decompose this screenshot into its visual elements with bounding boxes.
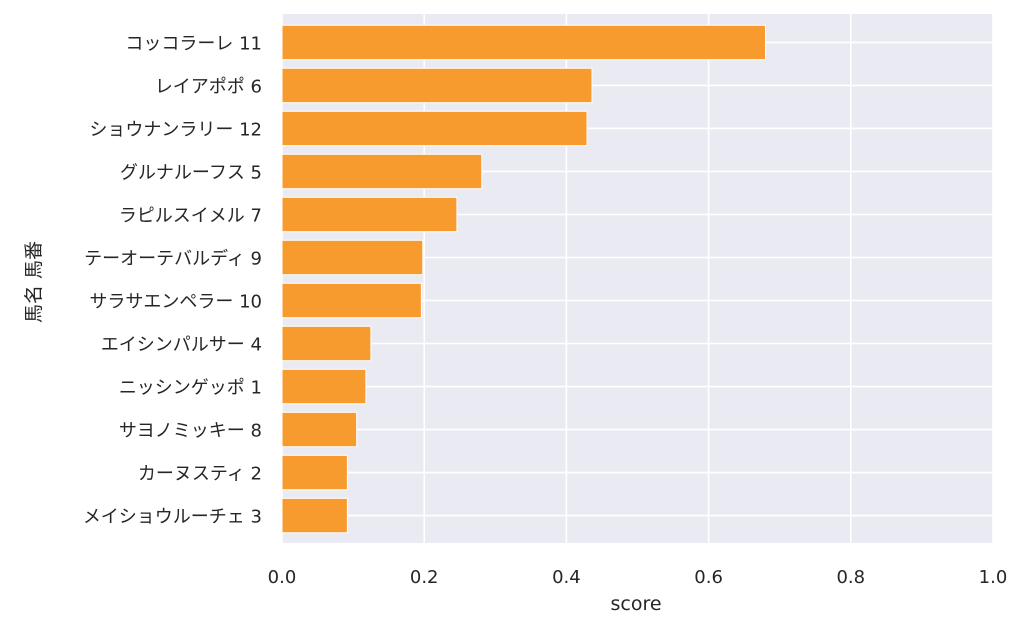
bar — [281, 239, 424, 276]
y-tick-label: エイシンパルサー 4 — [101, 335, 262, 356]
y-tick-label: サラサエンペラー 10 — [89, 292, 262, 313]
y-tick-label: コッコラーレ 11 — [125, 33, 262, 54]
bar — [281, 454, 348, 491]
bars — [281, 24, 766, 534]
y-tick-label: テーオーテバルディ 9 — [84, 248, 262, 269]
x-tick-label: 1.0 — [979, 567, 1008, 588]
bar — [281, 325, 372, 362]
bar — [281, 67, 593, 104]
bar — [281, 497, 348, 534]
x-tick-label: 0.8 — [836, 567, 865, 588]
bar — [281, 411, 358, 448]
bar — [281, 368, 367, 405]
x-axis-label: score — [610, 593, 661, 615]
bar — [281, 24, 766, 61]
bar — [281, 282, 422, 319]
y-axis-label: 馬名 馬番 — [23, 241, 45, 323]
bar — [281, 110, 588, 147]
y-tick-label: グルナルーフス 5 — [120, 162, 262, 183]
x-tick-label: 0.0 — [268, 567, 297, 588]
y-tick-labels: コッコラーレ 11 レイアポポ 6 ショウナンラリー 12 グルナルーフス 5 ラピルス… — [83, 33, 262, 527]
bar — [281, 153, 483, 190]
y-tick-label: ラピルスイメル 7 — [119, 205, 262, 226]
y-tick-label: ショウナンラリー 12 — [89, 119, 262, 140]
x-tick-label: 0.6 — [694, 567, 723, 588]
x-tick-labels: 0.0 0.2 0.4 0.6 0.8 1.0 — [268, 567, 1008, 588]
x-tick-label: 0.4 — [552, 567, 581, 588]
y-tick-label: ニッシンゲッポ 1 — [119, 378, 262, 399]
y-tick-label: メイショウルーチェ 3 — [83, 507, 262, 528]
y-tick-label: サヨノミッキー 8 — [119, 421, 262, 442]
y-tick-label: カーヌスティ 2 — [138, 464, 262, 485]
y-tick-label: レイアポポ 6 — [155, 76, 262, 97]
x-tick-label: 0.2 — [410, 567, 439, 588]
bar — [281, 196, 458, 233]
